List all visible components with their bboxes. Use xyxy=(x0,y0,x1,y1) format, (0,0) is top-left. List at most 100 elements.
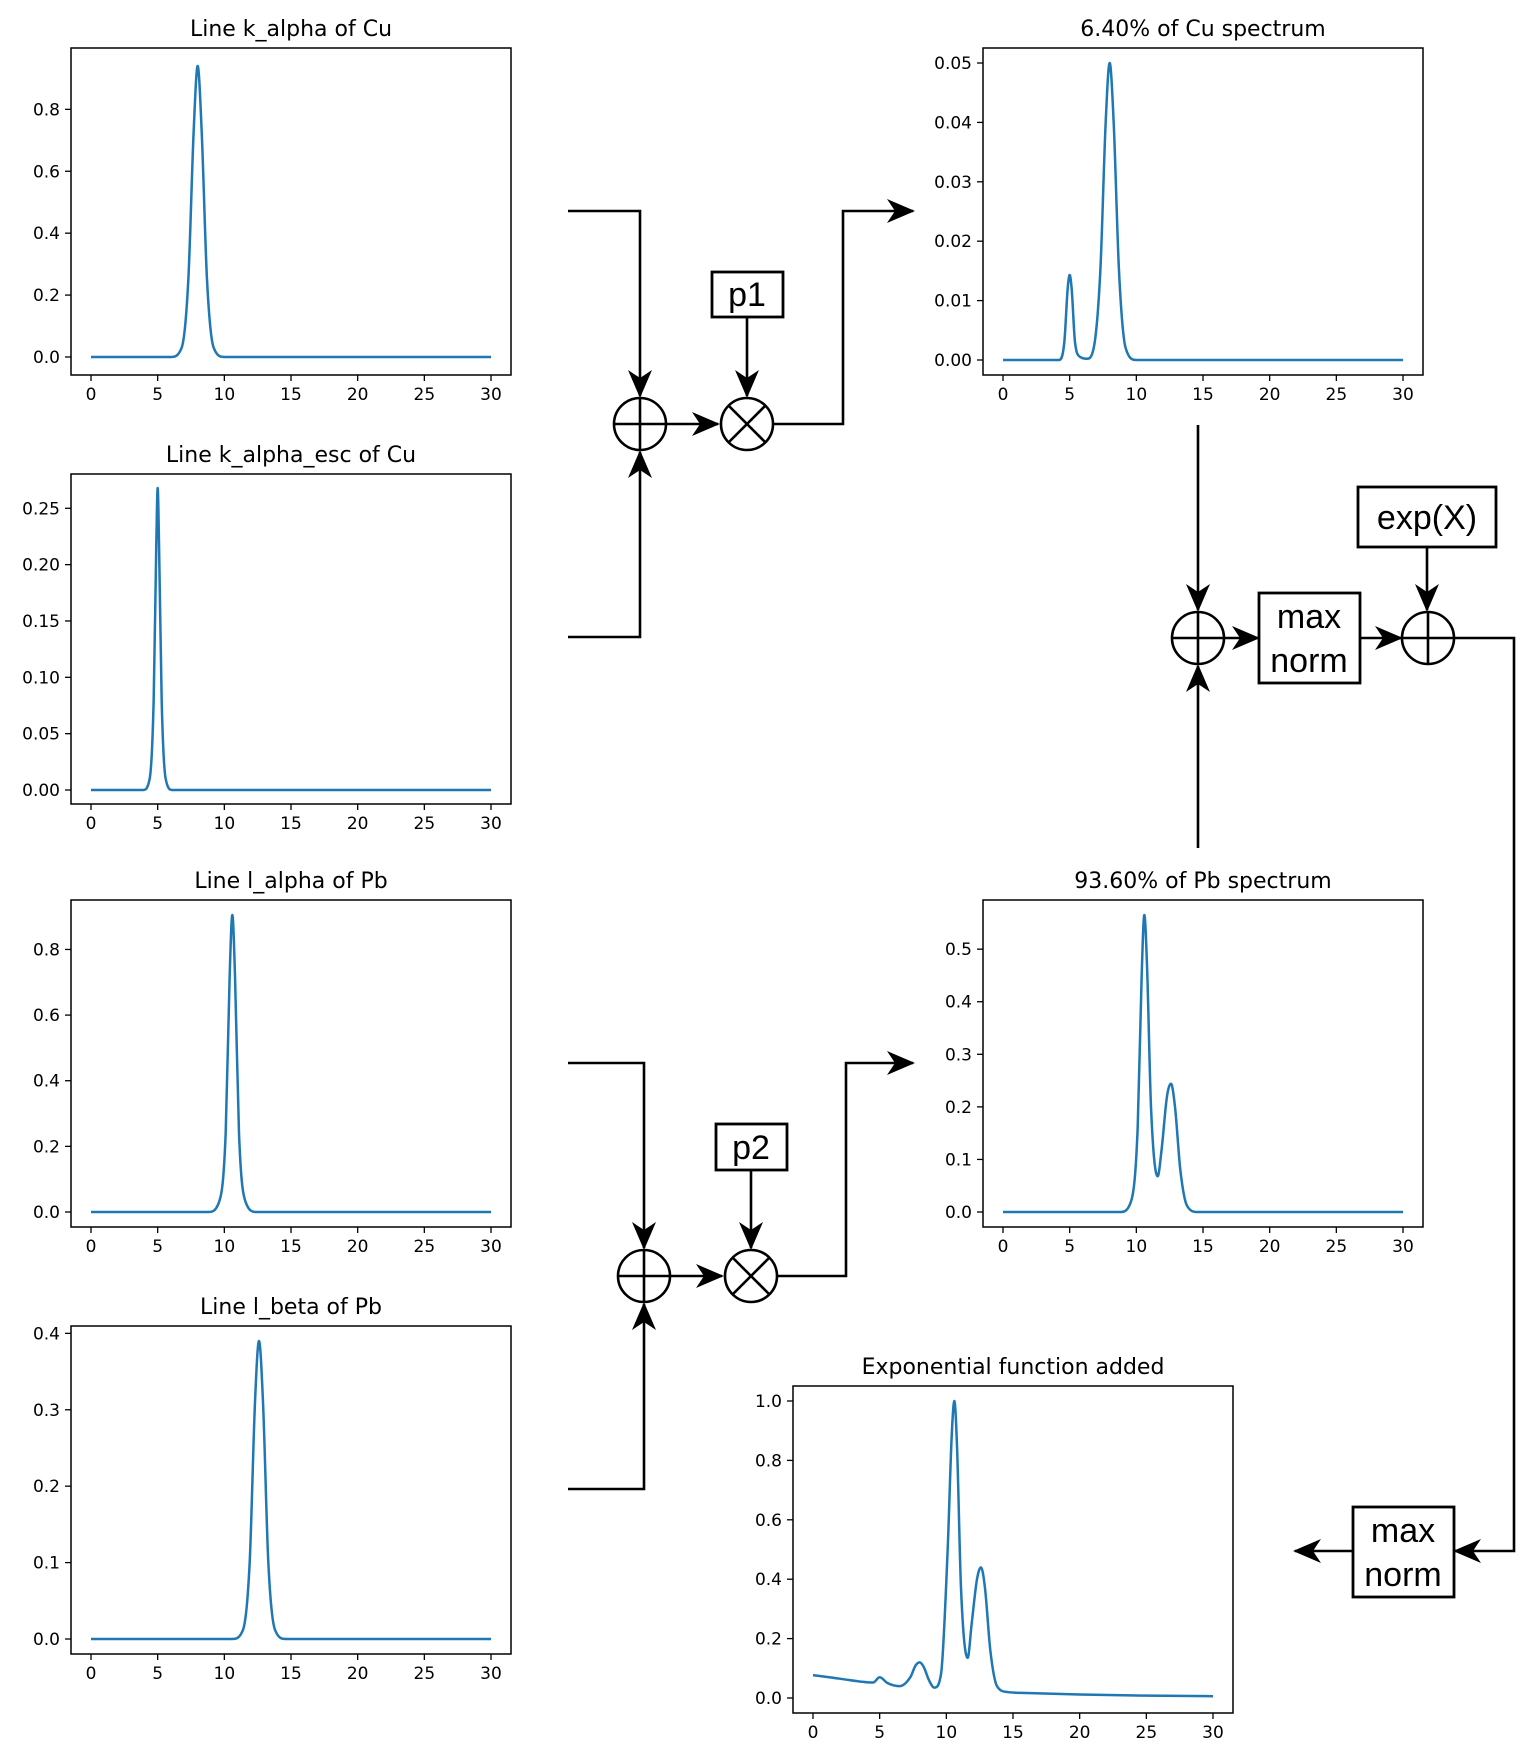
x-tick-label: 20 xyxy=(1259,1237,1281,1257)
x-tick-label: 10 xyxy=(214,1237,236,1257)
svg-text:norm: norm xyxy=(1364,1556,1441,1594)
plot-title: Line k_alpha_esc of Cu xyxy=(166,443,416,468)
y-tick-label: 0.8 xyxy=(755,1451,782,1471)
x-tick-label: 0 xyxy=(998,1237,1009,1257)
x-tick-label: 20 xyxy=(347,1237,369,1257)
sum-node-cu xyxy=(612,396,668,452)
x-tick-label: 30 xyxy=(480,1664,502,1684)
plot-exp-added: Exponential function added 0 5 10 15 20 25 30 0.… xyxy=(755,1355,1234,1743)
wire-mult-to-cu-spectrum xyxy=(773,199,915,426)
y-tick-label: 0.00 xyxy=(934,351,972,371)
plot-title: Line k_alpha of Cu xyxy=(190,17,392,42)
plot-frame xyxy=(982,899,1424,1228)
y-tick-label: 0.8 xyxy=(33,940,60,960)
y-tick-label: 0.01 xyxy=(934,292,972,312)
plot-pb-lbeta: Line l_beta of Pb 0 5 10 15 20 25 30 0.0 0.1 0.2 0.… xyxy=(33,1295,512,1684)
y-tick-label: 0.02 xyxy=(934,232,972,252)
y-tick-label: 0.2 xyxy=(755,1630,782,1650)
x-tick-label: 20 xyxy=(1259,385,1281,405)
y-tick-label: 0.05 xyxy=(22,725,60,745)
plot-frame xyxy=(70,899,512,1228)
exp-box: exp(X) xyxy=(1356,485,1498,549)
y-tick-label: 0.6 xyxy=(755,1511,782,1531)
x-tick-label: 15 xyxy=(280,1237,302,1257)
x-tick-label: 25 xyxy=(1136,1723,1158,1743)
y-tick-label: 0.10 xyxy=(22,668,60,688)
y-tick-label: 0.0 xyxy=(33,348,60,368)
x-tick-label: 20 xyxy=(347,385,369,405)
x-tick-label: 10 xyxy=(1126,385,1148,405)
x-tick-label: 0 xyxy=(86,1664,97,1684)
max-norm-box-2: max norm xyxy=(1351,1505,1456,1599)
y-tick-label: 0.0 xyxy=(33,1630,60,1650)
x-tick-label: 10 xyxy=(214,814,236,834)
svg-text:max: max xyxy=(1277,598,1341,636)
x-tick-label: 25 xyxy=(414,385,436,405)
plot-title: 93.60% of Pb spectrum xyxy=(1074,869,1331,894)
x-tick-label: 10 xyxy=(1126,1237,1148,1257)
multiply-node-pb xyxy=(723,1248,779,1304)
x-tick-label: 15 xyxy=(1192,385,1214,405)
x-tick-label: 0 xyxy=(808,1723,819,1743)
p2-box: p2 xyxy=(714,1122,789,1172)
x-tick-label: 15 xyxy=(1002,1723,1024,1743)
x-tick-label: 25 xyxy=(1326,1237,1348,1257)
x-tick-label: 5 xyxy=(874,1723,885,1743)
x-tick-label: 30 xyxy=(1392,1237,1414,1257)
svg-text:norm: norm xyxy=(1270,642,1347,680)
y-tick-label: 1.0 xyxy=(755,1392,782,1412)
y-tick-label: 0.25 xyxy=(22,499,60,519)
plot-frame xyxy=(70,473,512,805)
y-tick-label: 0.15 xyxy=(22,612,60,632)
y-tick-label: 0.2 xyxy=(33,1477,60,1497)
y-tick-label: 0.4 xyxy=(33,1324,60,1344)
y-tick-label: 0.0 xyxy=(945,1203,972,1223)
x-tick-label: 15 xyxy=(280,1664,302,1684)
series-line xyxy=(90,486,491,792)
y-tick-label: 0.1 xyxy=(945,1150,972,1170)
x-tick-label: 15 xyxy=(1192,1237,1214,1257)
x-tick-label: 5 xyxy=(152,814,163,834)
y-tick-label: 0.0 xyxy=(755,1689,782,1709)
x-tick-label: 20 xyxy=(347,814,369,834)
x-tick-label: 0 xyxy=(998,385,1009,405)
max-norm-box-1: max norm xyxy=(1257,591,1362,685)
svg-text:max: max xyxy=(1371,1512,1435,1550)
y-tick-label: 0.04 xyxy=(934,113,972,133)
wire-pb-lbeta-to-sum xyxy=(568,1302,656,1491)
x-tick-label: 0 xyxy=(86,1237,97,1257)
x-tick-label: 5 xyxy=(152,385,163,405)
x-tick-label: 25 xyxy=(414,814,436,834)
x-tick-label: 30 xyxy=(480,1237,502,1257)
x-tick-label: 5 xyxy=(152,1237,163,1257)
plot-cu-spectrum: 6.40% of Cu spectrum 0 5 10 15 20 25 30 0.00 0.01… xyxy=(934,17,1424,405)
y-tick-label: 0.1 xyxy=(33,1554,60,1574)
y-tick-label: 0.4 xyxy=(945,993,972,1013)
x-tick-label: 30 xyxy=(480,385,502,405)
series-line xyxy=(91,1339,492,1641)
x-tick-label: 10 xyxy=(214,1664,236,1684)
plot-cu-kalpha-esc: Line k_alpha_esc of Cu 0 5 10 15 20 25 30 0.00 0.… xyxy=(22,443,512,834)
x-tick-label: 30 xyxy=(1392,385,1414,405)
y-tick-label: 0.03 xyxy=(934,173,972,193)
y-tick-label: 0.05 xyxy=(934,54,972,74)
wire-mult-to-pb-spectrum xyxy=(777,1051,915,1278)
x-tick-label: 0 xyxy=(86,814,97,834)
y-tick-label: 0.6 xyxy=(33,1006,60,1026)
plot-frame xyxy=(792,1385,1234,1714)
svg-text:p2: p2 xyxy=(732,1129,770,1167)
plot-title: Line l_beta of Pb xyxy=(200,1295,382,1320)
x-tick-label: 25 xyxy=(414,1664,436,1684)
x-tick-label: 5 xyxy=(1064,1237,1075,1257)
y-tick-label: 0.5 xyxy=(945,940,972,960)
y-tick-label: 0.6 xyxy=(33,162,60,182)
y-tick-label: 0.4 xyxy=(755,1570,782,1590)
y-tick-label: 0.0 xyxy=(33,1203,60,1223)
multiply-node-cu xyxy=(719,396,775,452)
y-tick-label: 0.20 xyxy=(22,556,60,576)
series-line xyxy=(1003,913,1403,1214)
sum-node-exp xyxy=(1400,610,1456,666)
plot-frame xyxy=(70,47,512,376)
y-tick-label: 0.3 xyxy=(945,1045,972,1065)
plot-frame xyxy=(982,47,1424,376)
